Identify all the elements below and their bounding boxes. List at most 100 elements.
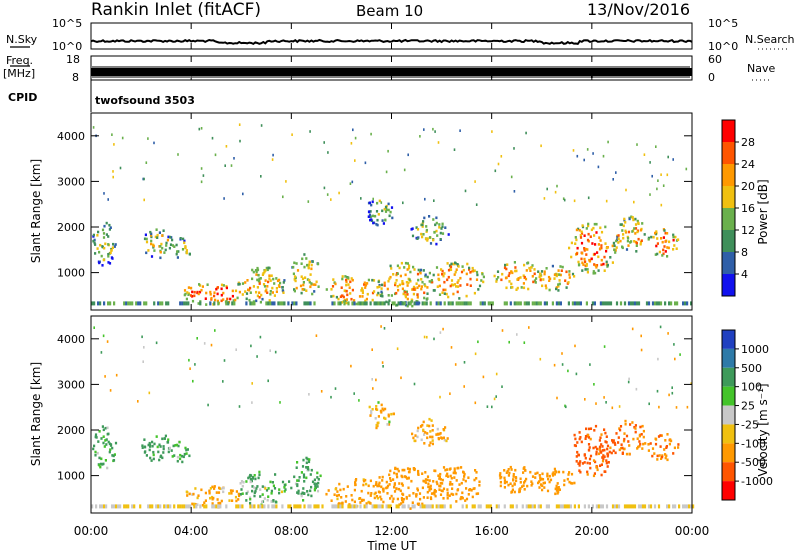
range-gate-cell <box>275 290 278 293</box>
range-gate-cell <box>595 266 598 269</box>
range-gate-cell <box>259 488 262 491</box>
range-gate-cell <box>557 269 560 272</box>
range-gate-cell <box>354 481 357 484</box>
range-gate-cell <box>692 504 695 509</box>
range-gate-cell <box>372 484 375 488</box>
range-gate-cell <box>316 489 320 493</box>
range-gate-cell <box>411 234 415 238</box>
range-gate-cell <box>659 434 662 437</box>
range-gate-cell <box>339 488 342 492</box>
range-gate-cell <box>637 504 641 509</box>
range-gate-cell <box>396 467 399 471</box>
range-gate-cell <box>426 286 429 289</box>
range-gate-cell <box>586 238 590 242</box>
range-gate-cell <box>518 490 521 494</box>
range-gate-cell <box>469 301 472 306</box>
range-gate-cell <box>249 286 252 290</box>
range-gate-cell <box>225 286 228 290</box>
range-gate-cell <box>609 446 612 450</box>
range-gate-cell <box>519 276 522 279</box>
range-gate-cell <box>375 378 377 382</box>
range-gate-cell <box>337 504 340 509</box>
range-gate-cell <box>403 504 406 509</box>
range-gate-cell <box>435 504 438 509</box>
range-gate-cell <box>374 483 378 486</box>
range-gate-cell <box>452 292 455 296</box>
range-gate-cell <box>431 435 434 439</box>
range-gate-cell <box>401 484 404 487</box>
range-gate-cell <box>345 289 348 293</box>
range-gate-cell <box>656 187 658 191</box>
range-gate-cell <box>439 395 441 399</box>
range-gate-cell <box>190 286 193 290</box>
range-gate-cell <box>623 504 627 509</box>
range-gate-cell <box>466 262 469 266</box>
range-gate-cell <box>436 285 439 288</box>
range-gate-cell <box>389 264 392 268</box>
range-gate-cell <box>480 279 483 282</box>
range-gate-cell <box>433 337 435 341</box>
range-gate-cell <box>104 459 107 462</box>
range-gate-cell <box>344 299 347 303</box>
range-gate-cell <box>544 284 547 287</box>
range-gate-cell <box>515 504 518 509</box>
range-gate-cell <box>305 461 308 465</box>
range-gate-cell <box>107 198 109 201</box>
range-gate-cell <box>596 468 599 472</box>
range-gate-cell <box>603 455 606 458</box>
range-gate-cell <box>343 301 346 306</box>
range-gate-cell <box>362 478 365 481</box>
range-gate-cell <box>540 477 543 481</box>
range-gate-cell <box>320 390 323 393</box>
range-gate-cell <box>649 442 652 445</box>
range-gate-cell <box>149 456 152 460</box>
range-gate-cell <box>274 350 277 354</box>
range-gate-cell <box>563 483 566 487</box>
range-gate-cell <box>426 496 429 499</box>
range-gate-cell <box>476 492 480 495</box>
range-gate-cell <box>470 489 473 492</box>
range-gate-cell <box>423 216 426 220</box>
range-gate-cell <box>147 504 150 509</box>
range-gate-cell <box>249 301 252 306</box>
range-gate-cell <box>349 292 352 295</box>
range-gate-cell <box>513 483 516 486</box>
range-gate-cell <box>153 301 156 306</box>
range-gate-cell <box>531 275 534 278</box>
range-gate-cell <box>271 158 274 161</box>
range-gate-cell <box>427 482 430 486</box>
range-gate-cell <box>522 471 525 474</box>
range-gate-cell <box>665 446 668 449</box>
range-gate-cell <box>385 208 388 211</box>
range-gate-cell <box>129 301 132 306</box>
range-gate-cell <box>184 245 187 248</box>
range-gate-cell <box>105 438 108 441</box>
range-gate-cell <box>390 494 393 498</box>
range-gate-cell <box>404 294 407 297</box>
scale-tick-label: -25 <box>741 418 759 431</box>
range-gate-cell <box>539 278 542 282</box>
range-gate-cell <box>595 452 598 456</box>
range-gate-cell <box>539 504 542 509</box>
scale-swatch <box>722 481 735 500</box>
range-gate-cell <box>577 462 580 465</box>
range-gate-cell <box>655 301 659 306</box>
range-gate-cell <box>247 476 250 480</box>
range-gate-cell <box>495 504 498 509</box>
range-gate-cell <box>339 301 342 306</box>
range-gate-cell <box>220 293 223 297</box>
range-gate-cell <box>621 446 624 450</box>
range-gate-cell <box>145 251 148 255</box>
range-gate-cell <box>446 468 449 471</box>
range-gate-cell <box>505 267 508 271</box>
freq-tick-bottom: 8 <box>72 71 79 84</box>
range-gate-cell <box>231 294 234 298</box>
time-axis: 00:00 04:00 08:00 12:00 16:00 20:00 00:00 <box>74 23 709 538</box>
range-gate-cell <box>313 504 316 509</box>
range-gate-cell <box>497 504 500 509</box>
range-gate-cell <box>254 269 258 272</box>
range-gate-cell <box>215 504 218 509</box>
range-gate-cell <box>111 504 114 509</box>
range-gate-cell <box>421 301 424 306</box>
range-gate-cell <box>510 270 513 273</box>
